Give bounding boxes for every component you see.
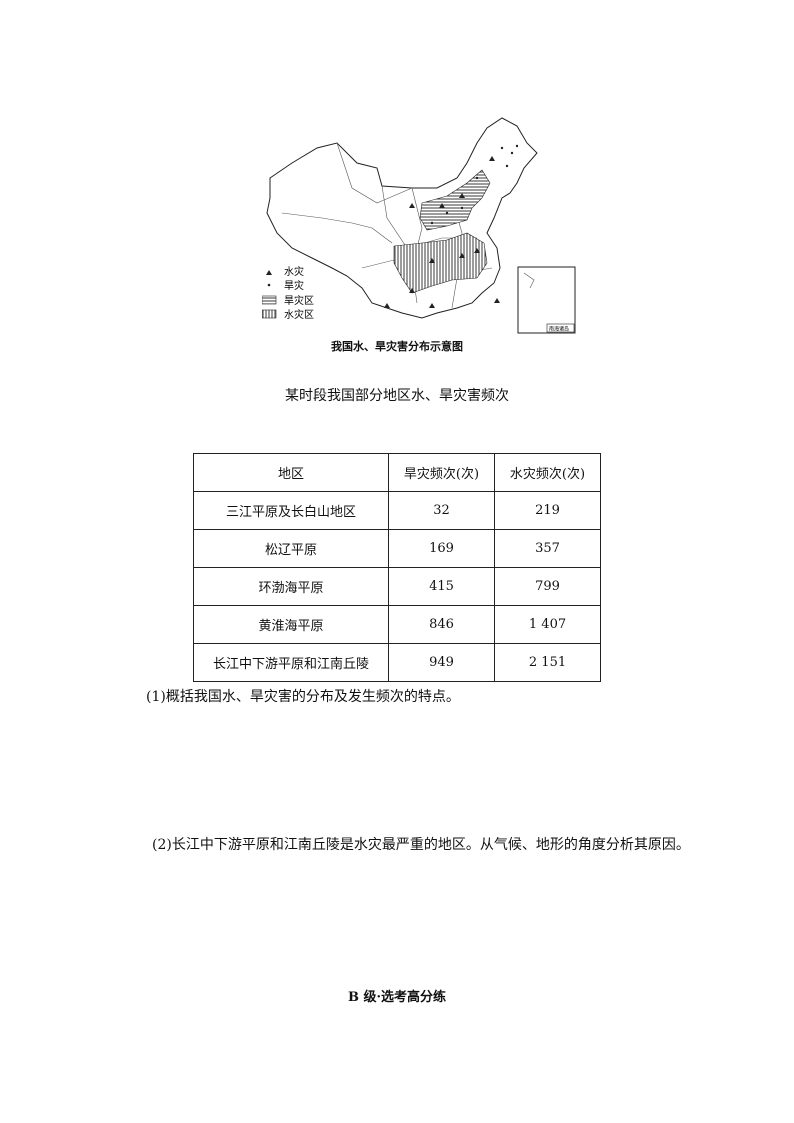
legend-drought-zone: 旱灾区	[284, 294, 314, 307]
cell: 32	[388, 491, 495, 530]
south-china-sea-inset: 南海诸岛	[517, 266, 576, 334]
legend-drought: 旱灾	[284, 279, 304, 292]
question-1: (1)概括我国水、旱灾害的分布及发生频次的特点。	[146, 689, 460, 705]
cell: 415	[388, 567, 495, 606]
cell: 松辽平原	[193, 529, 389, 568]
cell: 799	[494, 567, 601, 606]
inset-label: 南海诸岛	[549, 326, 569, 333]
cell: 2 151	[494, 643, 601, 682]
question-2: (2)长江中下游平原和江南丘陵是水灾最严重的地区。从气候、地形的角度分析其原因。	[152, 837, 690, 853]
cell: 黄淮海平原	[193, 605, 389, 644]
table-row: 环渤海平原 415 799	[193, 567, 601, 606]
table-row: 松辽平原 169 357	[193, 529, 601, 568]
cell: 169	[388, 529, 495, 568]
cell: 846	[388, 605, 495, 644]
cell: 219	[494, 491, 601, 530]
legend-flood-zone: 水灾区	[284, 308, 314, 321]
map-legend: 水灾 旱灾 旱灾区 水灾区	[262, 265, 314, 321]
header-region: 地区	[193, 453, 389, 492]
legend-flood: 水灾	[284, 265, 304, 278]
cell: 1 407	[494, 605, 601, 644]
cell: 环渤海平原	[193, 567, 389, 606]
cell: 357	[494, 529, 601, 568]
table-title: 某时段我国部分地区水、旱灾害频次	[285, 388, 509, 404]
cell: 三江平原及长白山地区	[193, 491, 389, 530]
header-drought: 旱灾频次(次)	[388, 453, 495, 492]
table-header-row: 地区 旱灾频次(次) 水灾频次(次)	[193, 453, 601, 492]
header-flood: 水灾频次(次)	[494, 453, 601, 492]
table-row: 三江平原及长白山地区 32 219	[193, 491, 601, 530]
flood-zone	[393, 232, 488, 294]
cell: 949	[388, 643, 495, 682]
drought-zone	[419, 169, 491, 231]
disaster-frequency-table: 地区 旱灾频次(次) 水灾频次(次) 三江平原及长白山地区 32 219 松辽平原 1…	[193, 453, 601, 682]
china-outline	[266, 117, 538, 319]
china-disaster-map: 水灾 旱灾 旱灾区 水灾区 南海诸岛	[262, 117, 576, 334]
section-title: B 级·选考高分练	[347, 990, 447, 1005]
cell: 长江中下游平原和江南丘陵	[193, 643, 389, 682]
table-row: 黄淮海平原 846 1 407	[193, 605, 601, 644]
map-caption: 我国水、旱灾害分布示意图	[331, 340, 463, 353]
table-row: 长江中下游平原和江南丘陵 949 2 151	[193, 643, 601, 682]
